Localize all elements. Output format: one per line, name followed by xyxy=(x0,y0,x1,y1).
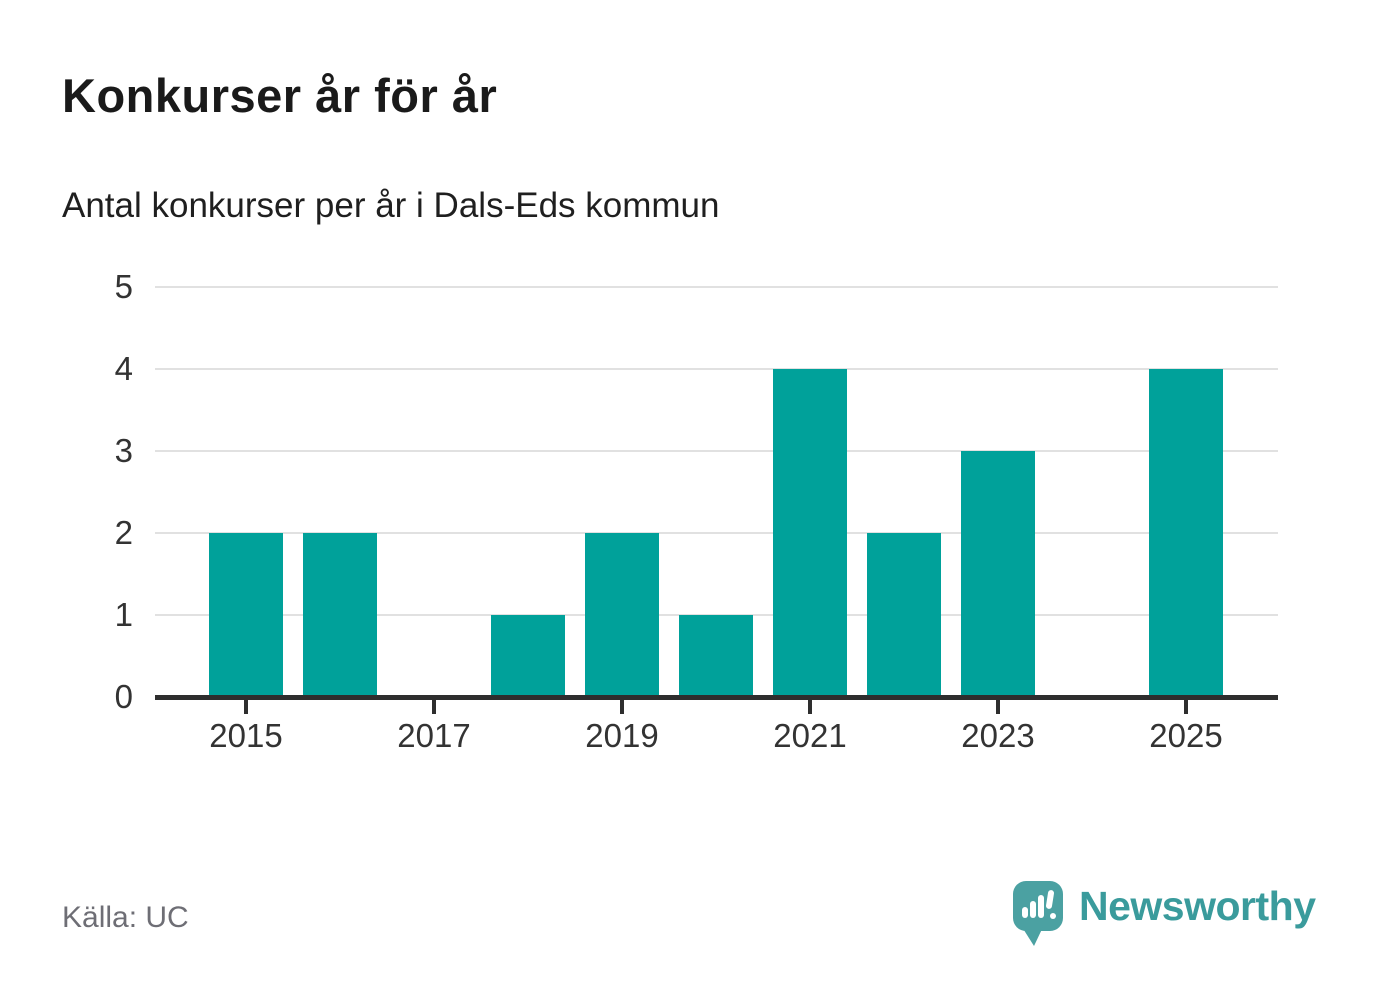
y-axis-label: 4 xyxy=(114,350,133,387)
logo-exclamation-dot xyxy=(1050,913,1056,919)
chart-title: Konkurser år för år xyxy=(62,69,498,122)
y-axis-label: 0 xyxy=(114,678,133,715)
bar-2020 xyxy=(679,615,753,697)
bar-2023 xyxy=(961,451,1035,697)
bar-2016 xyxy=(303,533,377,697)
x-axis-label: 2025 xyxy=(1149,717,1223,754)
gridline xyxy=(155,532,1278,534)
bar-2019 xyxy=(585,533,659,697)
x-axis-tick xyxy=(620,700,624,714)
logo-exclamation-mark xyxy=(1045,889,1055,910)
bar-2015 xyxy=(209,533,283,697)
x-axis-label: 2017 xyxy=(397,717,471,754)
y-axis-label: 3 xyxy=(114,432,133,469)
x-axis-tick xyxy=(808,700,812,714)
x-axis-label: 2021 xyxy=(773,717,847,754)
logo-chart-bar xyxy=(1030,901,1036,918)
chart-subtitle: Antal konkurser per år i Dals-Eds kommun xyxy=(62,186,720,225)
brand-name: Newsworthy xyxy=(1079,883,1316,929)
y-axis-label: 5 xyxy=(114,268,133,305)
x-axis-tick xyxy=(996,700,1000,714)
bar-2022 xyxy=(867,533,941,697)
bar-2021 xyxy=(773,369,847,697)
gridline xyxy=(155,450,1278,452)
logo-chart-bar xyxy=(1038,895,1044,918)
newsworthy-logo: Newsworthy xyxy=(1013,879,1323,959)
x-axis-label: 2023 xyxy=(961,717,1035,754)
speech-bubble-tail xyxy=(1022,927,1043,946)
x-axis-tick xyxy=(432,700,436,714)
bar-2025 xyxy=(1149,369,1223,697)
x-axis-line xyxy=(155,695,1278,700)
gridline xyxy=(155,286,1278,288)
bar-2018 xyxy=(491,615,565,697)
newsworthy-logo-icon xyxy=(1013,881,1063,946)
gridline xyxy=(155,368,1278,370)
x-axis-tick xyxy=(244,700,248,714)
x-axis-tick xyxy=(1184,700,1188,714)
source-label: Källa: UC xyxy=(62,901,189,934)
y-axis-label: 2 xyxy=(114,514,133,551)
logo-chart-bar xyxy=(1022,907,1028,918)
y-axis-label: 1 xyxy=(114,596,133,633)
plot-area: 0 1 2 3 4 5 2015 2017 2019 2021 2023 2025 xyxy=(115,268,1278,754)
x-axis-label: 2019 xyxy=(585,717,659,754)
x-axis-label: 2015 xyxy=(209,717,283,754)
